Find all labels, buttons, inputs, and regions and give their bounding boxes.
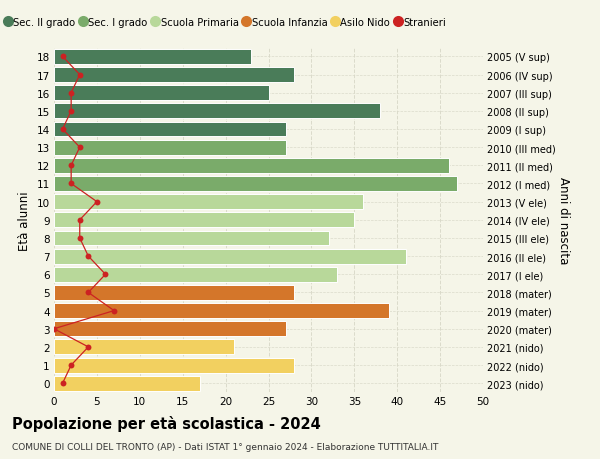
Point <box>67 108 76 115</box>
Text: Popolazione per età scolastica - 2024: Popolazione per età scolastica - 2024 <box>12 415 321 431</box>
Y-axis label: Età alunni: Età alunni <box>18 190 31 250</box>
Bar <box>54 86 269 101</box>
Point <box>75 144 85 151</box>
Point <box>101 271 110 278</box>
Point <box>83 343 93 351</box>
Point <box>75 235 85 242</box>
Bar <box>54 140 286 155</box>
Point <box>67 162 76 170</box>
Point <box>67 180 76 188</box>
Point <box>58 380 67 387</box>
Y-axis label: Anni di nascita: Anni di nascita <box>557 177 570 264</box>
Bar <box>54 340 234 354</box>
Bar <box>54 267 337 282</box>
Bar <box>54 50 251 65</box>
Bar <box>54 122 286 137</box>
Bar <box>54 68 294 83</box>
Bar <box>54 213 355 228</box>
Bar <box>54 303 389 319</box>
Point <box>83 289 93 297</box>
Point <box>49 325 59 333</box>
Bar <box>54 376 200 391</box>
Bar <box>54 104 380 119</box>
Bar <box>54 158 449 174</box>
Point <box>67 362 76 369</box>
Bar <box>54 177 457 191</box>
Point <box>67 90 76 97</box>
Point <box>83 253 93 260</box>
Bar <box>54 322 286 336</box>
Bar <box>54 249 406 264</box>
Legend: Sec. II grado, Sec. I grado, Scuola Primaria, Scuola Infanzia, Asilo Nido, Stran: Sec. II grado, Sec. I grado, Scuola Prim… <box>1 14 450 32</box>
Point <box>75 72 85 79</box>
Point <box>75 217 85 224</box>
Bar <box>54 285 294 300</box>
Point <box>58 126 67 134</box>
Bar <box>54 231 329 246</box>
Bar <box>54 195 363 210</box>
Text: COMUNE DI COLLI DEL TRONTO (AP) - Dati ISTAT 1° gennaio 2024 - Elaborazione TUTT: COMUNE DI COLLI DEL TRONTO (AP) - Dati I… <box>12 442 439 451</box>
Bar <box>54 358 294 373</box>
Point <box>58 54 67 61</box>
Point <box>92 199 102 206</box>
Point <box>109 307 119 314</box>
